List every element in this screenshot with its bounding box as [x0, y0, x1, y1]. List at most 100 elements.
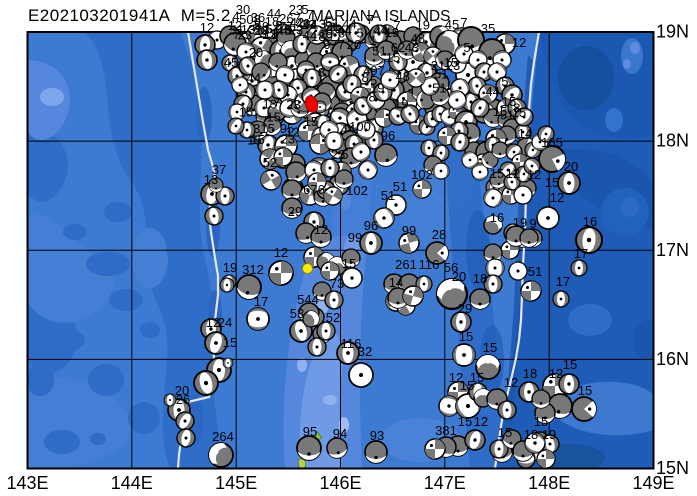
- svg-text:23: 23: [331, 147, 345, 162]
- svg-text:15: 15: [342, 256, 356, 271]
- svg-text:42: 42: [290, 15, 304, 30]
- svg-text:508: 508: [239, 12, 261, 27]
- svg-text:13: 13: [262, 97, 276, 112]
- svg-text:19: 19: [513, 215, 527, 230]
- svg-text:13: 13: [255, 22, 269, 37]
- svg-text:14: 14: [518, 126, 532, 141]
- svg-text:19: 19: [264, 26, 278, 41]
- svg-text:497: 497: [363, 63, 385, 78]
- svg-text:99: 99: [402, 223, 416, 238]
- svg-text:18: 18: [265, 14, 279, 29]
- svg-text:62: 62: [391, 40, 405, 55]
- svg-text:48: 48: [277, 23, 291, 38]
- svg-text:8: 8: [275, 18, 282, 33]
- svg-text:13: 13: [321, 20, 335, 35]
- svg-text:44: 44: [374, 24, 388, 39]
- svg-text:36: 36: [251, 10, 265, 25]
- svg-text:44: 44: [303, 17, 317, 32]
- svg-text:96: 96: [381, 128, 395, 143]
- svg-text:23: 23: [289, 22, 303, 37]
- svg-text:12: 12: [262, 27, 276, 42]
- svg-text:12: 12: [285, 125, 299, 140]
- svg-text:96: 96: [364, 218, 378, 233]
- svg-text:23: 23: [238, 28, 252, 43]
- svg-text:45: 45: [224, 55, 238, 70]
- svg-text:15: 15: [459, 329, 473, 344]
- svg-text:15: 15: [534, 414, 548, 429]
- svg-text:102: 102: [346, 183, 368, 198]
- svg-text:53: 53: [290, 306, 304, 321]
- svg-text:51: 51: [528, 264, 542, 279]
- svg-text:1: 1: [369, 33, 376, 48]
- svg-text:144E: 144E: [111, 473, 153, 493]
- svg-text:15: 15: [512, 105, 526, 120]
- svg-text:100: 100: [349, 119, 371, 134]
- svg-text:20: 20: [564, 159, 578, 174]
- svg-text:21: 21: [431, 58, 445, 73]
- svg-text:E202103201941A M=5.2,: E202103201941A M=5.2,: [28, 6, 236, 25]
- svg-text:12: 12: [206, 315, 220, 330]
- svg-text:12: 12: [228, 18, 242, 33]
- svg-text:7: 7: [233, 27, 240, 42]
- svg-text:28: 28: [432, 227, 446, 242]
- svg-text:7: 7: [393, 18, 400, 33]
- svg-text:18: 18: [523, 366, 537, 381]
- svg-text:51: 51: [230, 23, 244, 38]
- svg-text:15: 15: [386, 50, 400, 65]
- svg-text:19: 19: [542, 427, 556, 442]
- svg-text:23: 23: [281, 131, 295, 146]
- svg-text:20: 20: [452, 269, 466, 284]
- svg-text:8: 8: [368, 90, 375, 105]
- svg-text:544: 544: [297, 292, 319, 307]
- svg-text:MARIANA ISLANDS: MARIANA ISLANDS: [311, 8, 450, 25]
- svg-text:116: 116: [419, 257, 440, 272]
- svg-text:95: 95: [280, 121, 294, 136]
- svg-text:73: 73: [330, 276, 344, 291]
- svg-text:29: 29: [458, 301, 472, 316]
- svg-text:19: 19: [319, 27, 333, 42]
- svg-text:19: 19: [416, 18, 430, 33]
- svg-text:51: 51: [500, 107, 514, 122]
- svg-text:15: 15: [563, 357, 577, 372]
- svg-text:15: 15: [490, 166, 504, 181]
- svg-text:7: 7: [306, 7, 313, 22]
- svg-text:12: 12: [200, 20, 214, 35]
- svg-text:165: 165: [541, 135, 563, 150]
- svg-text:145E: 145E: [215, 473, 257, 493]
- svg-text:116: 116: [341, 336, 362, 351]
- svg-text:15: 15: [304, 114, 318, 129]
- svg-text:5: 5: [341, 147, 348, 162]
- svg-text:15: 15: [483, 340, 497, 355]
- svg-text:32: 32: [358, 344, 372, 359]
- svg-text:93: 93: [370, 428, 384, 443]
- svg-text:13: 13: [204, 172, 218, 187]
- svg-text:51: 51: [381, 188, 395, 203]
- svg-text:149E: 149E: [632, 473, 674, 493]
- svg-text:44: 44: [303, 28, 317, 43]
- svg-text:264: 264: [212, 429, 234, 444]
- svg-text:15: 15: [444, 55, 458, 70]
- svg-text:12: 12: [449, 370, 463, 385]
- svg-text:381: 381: [435, 423, 457, 438]
- svg-text:30: 30: [236, 2, 250, 17]
- svg-text:15: 15: [250, 132, 264, 147]
- svg-text:52: 52: [263, 155, 277, 170]
- svg-text:677: 677: [323, 37, 345, 52]
- svg-text:4: 4: [232, 9, 239, 24]
- svg-text:15N: 15N: [656, 458, 689, 478]
- svg-text:16N: 16N: [656, 349, 689, 369]
- svg-text:18: 18: [524, 427, 538, 442]
- svg-text:17: 17: [556, 274, 570, 289]
- svg-text:20: 20: [347, 37, 361, 52]
- svg-text:20: 20: [175, 383, 189, 398]
- svg-text:12: 12: [527, 167, 541, 182]
- svg-text:147E: 147E: [424, 473, 466, 493]
- svg-text:37: 37: [212, 162, 226, 177]
- svg-text:40: 40: [296, 16, 310, 31]
- svg-text:148E: 148E: [528, 473, 570, 493]
- svg-text:44: 44: [373, 22, 387, 37]
- svg-text:94: 94: [333, 426, 347, 441]
- svg-text:23: 23: [289, 2, 303, 17]
- svg-text:5: 5: [501, 74, 508, 89]
- svg-text:12: 12: [512, 35, 526, 50]
